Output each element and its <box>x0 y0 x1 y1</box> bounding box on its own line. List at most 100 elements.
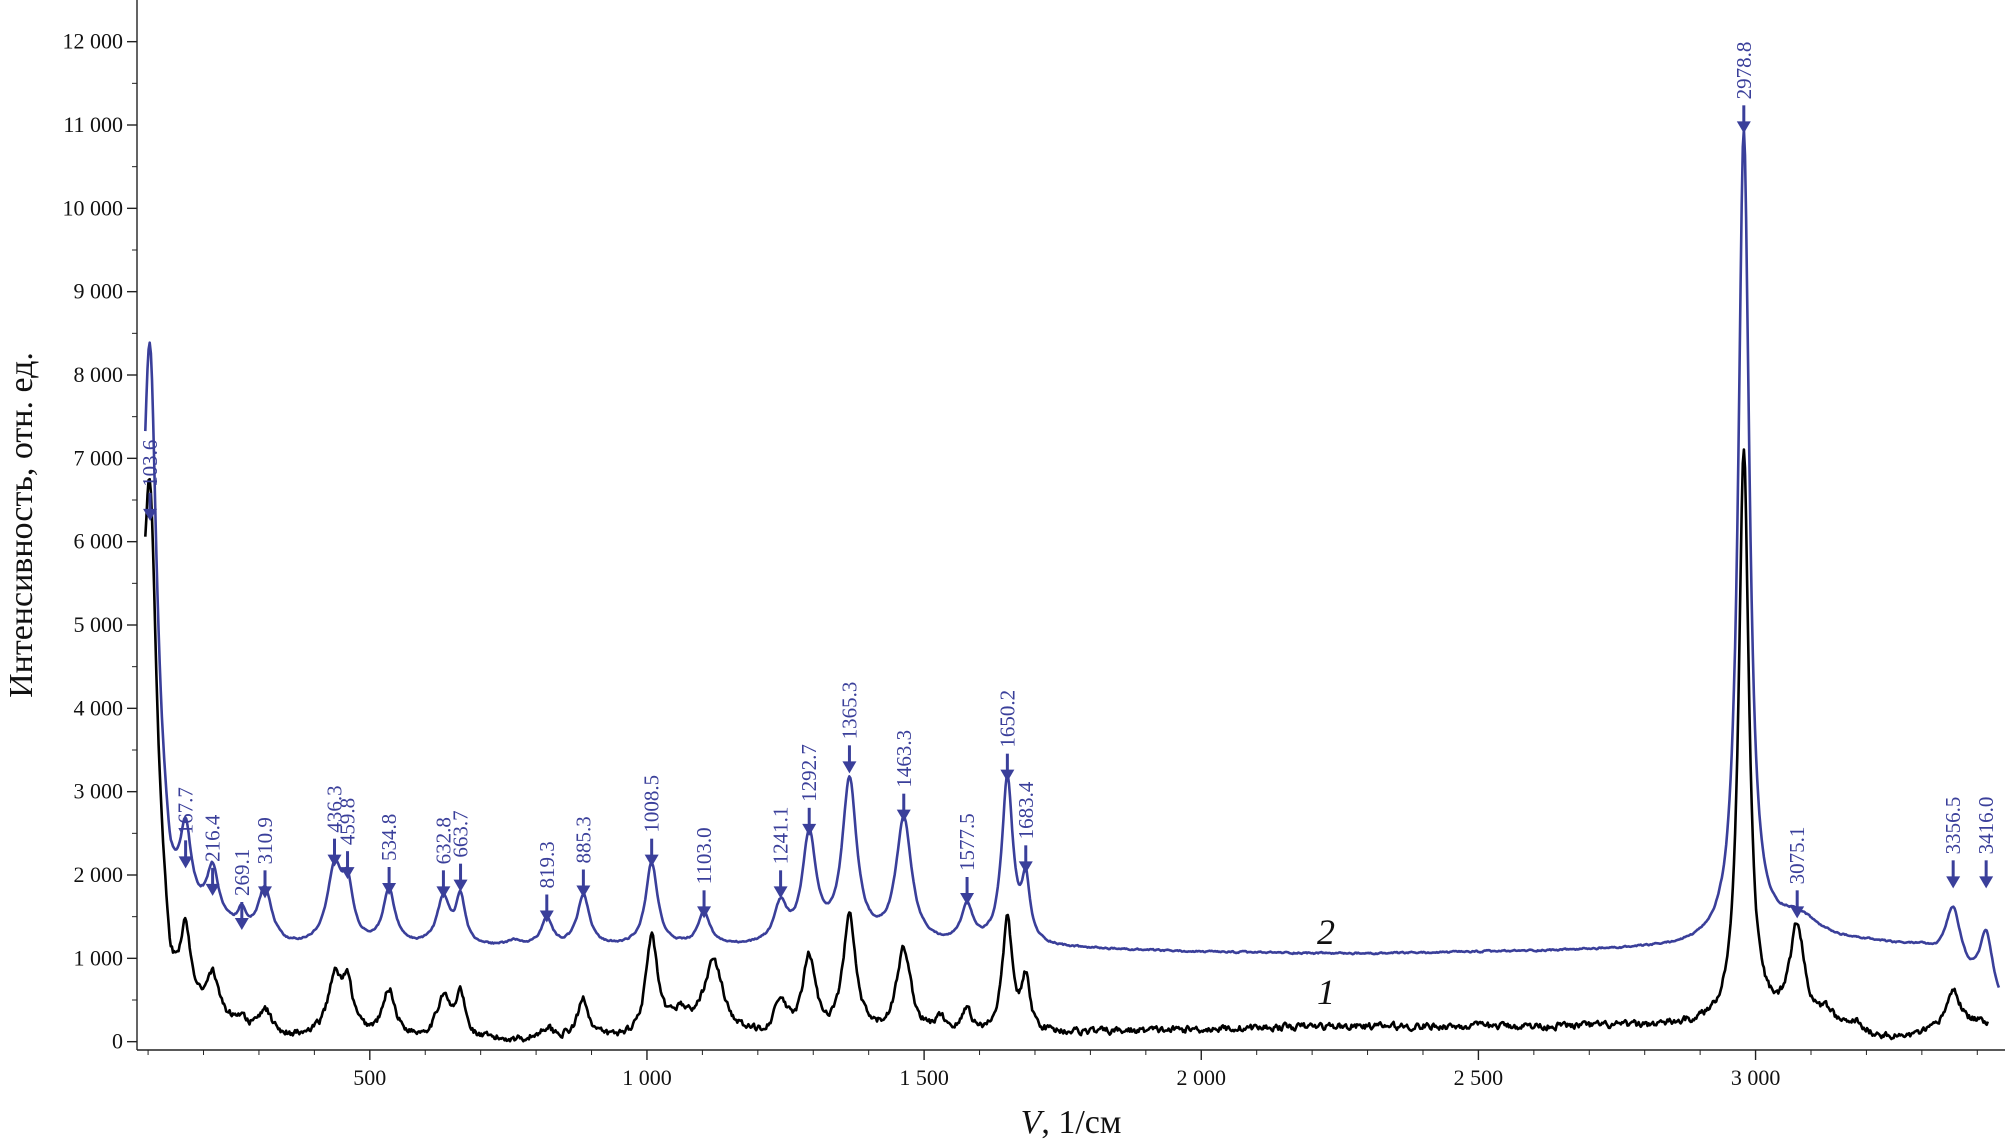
peak-arrow-head <box>697 906 712 919</box>
peak-arrow-head <box>1000 769 1015 782</box>
peak-marker: 436.3 <box>322 785 346 867</box>
peak-label: 3075.1 <box>1785 827 1809 885</box>
peak-arrow-head <box>143 508 158 521</box>
y-tick-label: 2 000 <box>74 862 124 887</box>
peak-arrow-head <box>382 883 397 895</box>
peak-arrow-head <box>257 886 272 899</box>
y-tick-label: 3 000 <box>74 779 124 804</box>
peak-marker: 819.3 <box>535 841 559 923</box>
peak-arrow-head <box>842 761 857 774</box>
peak-marker: 632.8 <box>431 817 455 899</box>
x-axis-title: V, 1/см <box>1021 1104 1122 1141</box>
x-tick-label: 1 000 <box>622 1065 672 1090</box>
peak-label: 3416.0 <box>1974 797 1998 855</box>
y-tick-label: 7 000 <box>74 445 124 470</box>
x-tick-label: 1 500 <box>899 1065 949 1090</box>
peak-label: 632.8 <box>431 817 455 864</box>
peak-marker: 1292.7 <box>797 744 821 836</box>
series-1-label: 1 <box>1317 972 1335 1012</box>
peak-marker: 216.4 <box>201 814 225 896</box>
series-layer: 12 <box>144 128 2001 1043</box>
x-tick-label: 3 000 <box>1731 1065 1781 1090</box>
peak-arrow-head <box>205 883 220 896</box>
peak-label: 1103.0 <box>692 827 716 884</box>
peak-marker: 3356.5 <box>1941 797 1965 889</box>
peak-label: 1241.1 <box>769 807 793 865</box>
y-axis-title: Интенсивность, отн. ед. <box>3 352 40 698</box>
peak-marker: 1577.5 <box>955 813 979 905</box>
series-2-line <box>144 128 2001 989</box>
peak-arrow-head <box>802 823 817 836</box>
peak-label: 269.1 <box>230 849 254 896</box>
peak-arrow-head <box>327 854 342 867</box>
peak-marker: 1241.1 <box>769 807 793 899</box>
peak-label: 2978.8 <box>1732 42 1756 100</box>
peak-arrow-head <box>1946 876 1961 889</box>
y-tick-label: 4 000 <box>74 695 124 720</box>
series-1-line <box>144 448 1990 1043</box>
peak-marker: 1103.0 <box>692 827 716 919</box>
peak-label: 459.8 <box>336 798 360 845</box>
y-tick-label: 11 000 <box>63 112 123 137</box>
peak-label: 103.6 <box>138 440 162 487</box>
peak-marker: 167.7 <box>174 787 198 869</box>
y-tick-label: 1 000 <box>74 945 124 970</box>
peak-arrow-head <box>436 886 451 899</box>
peak-arrow-head <box>644 854 659 867</box>
peak-label: 167.7 <box>174 787 198 834</box>
peak-label: 3356.5 <box>1941 797 1965 855</box>
peak-marker: 534.8 <box>377 814 401 895</box>
peak-arrow-head <box>453 879 468 892</box>
peak-label: 1008.5 <box>640 775 664 833</box>
peak-arrow-head <box>1790 906 1805 919</box>
peak-marker: 310.9 <box>253 817 277 899</box>
peak-arrow-head <box>1736 121 1751 134</box>
peak-arrow-head <box>178 856 193 869</box>
peak-marker: 103.6 <box>138 440 162 521</box>
peak-marker: 459.8 <box>336 798 360 880</box>
y-tick-label: 5 000 <box>74 612 124 637</box>
peak-marker: 3416.0 <box>1974 797 1998 889</box>
peak-marker: 2978.8 <box>1732 42 1756 134</box>
peak-label: 1650.2 <box>995 690 1019 748</box>
x-tick-label: 2 000 <box>1177 1065 1227 1090</box>
peak-marker: 663.7 <box>449 810 473 892</box>
peak-label: 819.3 <box>535 841 559 888</box>
peak-label: 1365.3 <box>837 682 861 740</box>
y-tick-label: 8 000 <box>74 362 124 387</box>
peak-arrow-head <box>896 809 911 822</box>
peak-label: 663.7 <box>449 810 473 857</box>
peak-marker: 3075.1 <box>1785 827 1809 919</box>
peak-label: 534.8 <box>377 814 401 861</box>
peak-label: 1577.5 <box>955 813 979 871</box>
peak-marker: 1008.5 <box>640 775 664 867</box>
peak-label: 436.3 <box>322 785 346 832</box>
peak-arrow-head <box>576 885 591 898</box>
x-tick-label: 500 <box>353 1065 386 1090</box>
peak-label: 216.4 <box>201 814 225 862</box>
peak-arrow-head <box>234 918 249 930</box>
peak-arrow-head <box>1018 861 1033 874</box>
x-axis-title-unit: , 1/см <box>1041 1104 1121 1141</box>
peak-arrow-head <box>340 867 355 880</box>
series-2-label: 2 <box>1317 912 1335 952</box>
peak-label: 1292.7 <box>797 744 821 802</box>
peak-arrow-head <box>539 910 554 923</box>
peak-arrow-head <box>773 886 788 899</box>
peak-marker: 1365.3 <box>837 682 861 774</box>
peak-marker: 885.3 <box>571 816 595 898</box>
x-tick-label: 2 500 <box>1454 1065 1504 1090</box>
y-tick-label: 10 000 <box>63 195 124 220</box>
y-tick-label: 6 000 <box>74 529 124 554</box>
y-tick-label: 9 000 <box>74 279 124 304</box>
peak-marker: 1650.2 <box>995 690 1019 782</box>
peak-marker: 1463.3 <box>892 730 916 822</box>
y-tick-label: 12 000 <box>63 29 124 54</box>
peak-marker: 1683.4 <box>1014 781 1038 874</box>
peak-label: 885.3 <box>571 816 595 863</box>
peak-arrow-head <box>1979 876 1994 889</box>
peak-label: 1683.4 <box>1014 781 1038 839</box>
peak-label: 310.9 <box>253 817 277 864</box>
